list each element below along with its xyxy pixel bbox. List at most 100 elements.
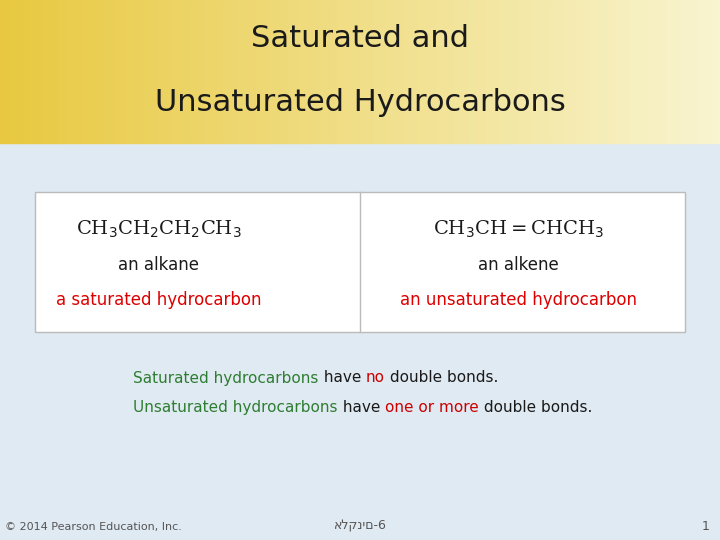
Bar bbox=[47, 0, 50, 143]
Bar bbox=[205, 0, 209, 143]
Bar bbox=[320, 0, 324, 143]
Bar bbox=[583, 0, 587, 143]
Bar bbox=[684, 0, 688, 143]
Bar bbox=[54, 0, 58, 143]
Bar bbox=[605, 0, 608, 143]
Bar bbox=[652, 0, 655, 143]
Text: Saturated and: Saturated and bbox=[251, 24, 469, 53]
Bar bbox=[490, 0, 493, 143]
Bar bbox=[112, 0, 115, 143]
Bar bbox=[472, 0, 475, 143]
Bar bbox=[187, 0, 191, 143]
Text: Unsaturated hydrocarbons: Unsaturated hydrocarbons bbox=[133, 400, 338, 415]
Bar bbox=[500, 0, 504, 143]
Bar bbox=[173, 0, 176, 143]
Bar bbox=[709, 0, 713, 143]
Bar bbox=[565, 0, 569, 143]
Bar bbox=[353, 0, 356, 143]
Bar bbox=[184, 0, 187, 143]
Bar bbox=[346, 0, 349, 143]
Bar bbox=[569, 0, 572, 143]
Bar bbox=[86, 0, 90, 143]
Bar bbox=[274, 0, 277, 143]
Bar bbox=[612, 0, 616, 143]
Bar bbox=[310, 0, 313, 143]
Bar bbox=[194, 0, 198, 143]
Bar bbox=[83, 0, 86, 143]
Bar bbox=[90, 0, 94, 143]
Bar bbox=[234, 0, 238, 143]
Text: one or more: one or more bbox=[385, 400, 479, 415]
Bar bbox=[101, 0, 104, 143]
Bar bbox=[580, 0, 583, 143]
Bar bbox=[648, 0, 652, 143]
Bar bbox=[590, 0, 594, 143]
Bar bbox=[540, 0, 544, 143]
Bar bbox=[713, 0, 716, 143]
Bar bbox=[36, 0, 40, 143]
Bar bbox=[104, 0, 108, 143]
Bar bbox=[367, 0, 371, 143]
Bar bbox=[94, 0, 97, 143]
Bar bbox=[270, 0, 274, 143]
Bar bbox=[428, 0, 432, 143]
Bar bbox=[151, 0, 155, 143]
Bar bbox=[284, 0, 288, 143]
Bar bbox=[547, 0, 551, 143]
Bar bbox=[634, 0, 637, 143]
Bar bbox=[324, 0, 328, 143]
Text: no: no bbox=[366, 370, 384, 386]
Bar bbox=[245, 0, 248, 143]
Bar bbox=[119, 0, 122, 143]
Bar bbox=[392, 0, 396, 143]
Bar bbox=[716, 0, 720, 143]
Bar bbox=[594, 0, 598, 143]
Bar bbox=[364, 0, 367, 143]
Bar bbox=[248, 0, 252, 143]
Bar bbox=[544, 0, 547, 143]
Bar bbox=[436, 0, 439, 143]
Bar bbox=[277, 0, 281, 143]
Bar bbox=[450, 0, 454, 143]
Bar bbox=[706, 0, 709, 143]
Bar bbox=[691, 0, 695, 143]
Bar bbox=[407, 0, 410, 143]
Bar bbox=[32, 0, 36, 143]
Bar bbox=[371, 0, 374, 143]
Bar bbox=[482, 0, 486, 143]
Bar bbox=[432, 0, 436, 143]
Bar bbox=[695, 0, 698, 143]
Bar bbox=[619, 0, 623, 143]
Bar bbox=[486, 0, 490, 143]
Bar bbox=[61, 0, 65, 143]
Bar bbox=[659, 0, 662, 143]
Bar bbox=[40, 0, 43, 143]
Bar bbox=[626, 0, 630, 143]
Bar bbox=[14, 0, 18, 143]
Bar bbox=[670, 0, 673, 143]
Text: have: have bbox=[318, 370, 366, 386]
Bar bbox=[335, 0, 338, 143]
Bar bbox=[644, 0, 648, 143]
Bar bbox=[374, 0, 378, 143]
Bar bbox=[677, 0, 680, 143]
Bar bbox=[130, 0, 133, 143]
Bar bbox=[630, 0, 634, 143]
Bar bbox=[191, 0, 194, 143]
Bar bbox=[551, 0, 554, 143]
Bar bbox=[616, 0, 619, 143]
Bar bbox=[306, 0, 310, 143]
Bar bbox=[468, 0, 472, 143]
Bar bbox=[349, 0, 353, 143]
Bar bbox=[328, 0, 331, 143]
Text: double bonds.: double bonds. bbox=[384, 370, 498, 386]
Bar bbox=[216, 0, 220, 143]
Bar bbox=[338, 0, 342, 143]
Bar bbox=[641, 0, 644, 143]
Bar bbox=[400, 0, 403, 143]
Bar bbox=[378, 0, 382, 143]
Bar bbox=[97, 0, 101, 143]
Bar bbox=[198, 0, 202, 143]
Bar bbox=[79, 0, 83, 143]
Bar bbox=[342, 0, 346, 143]
